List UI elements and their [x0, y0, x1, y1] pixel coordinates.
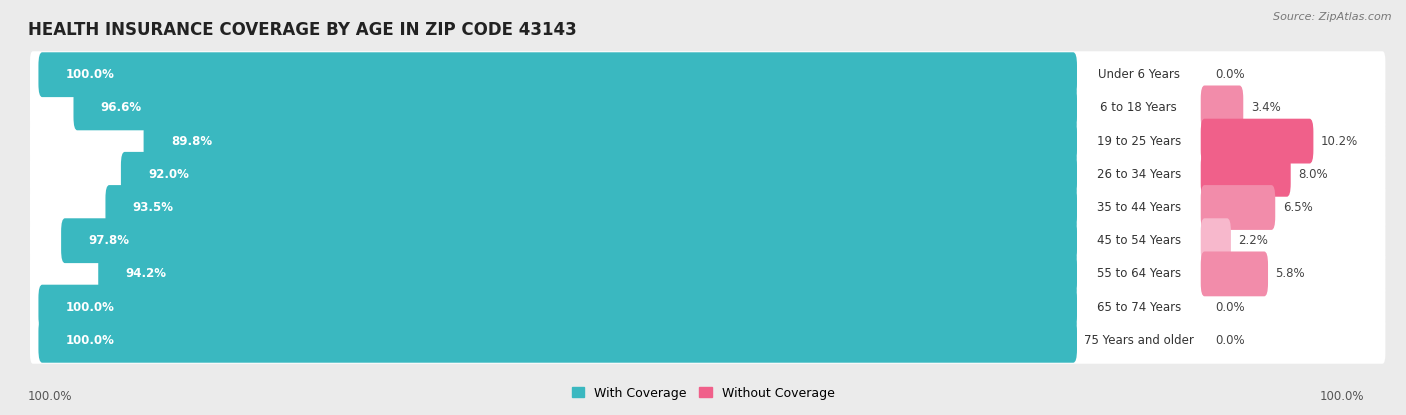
Text: 2.2%: 2.2%	[1239, 234, 1268, 247]
Text: 100.0%: 100.0%	[28, 390, 73, 403]
FancyBboxPatch shape	[1201, 152, 1291, 197]
FancyBboxPatch shape	[30, 118, 1385, 164]
Text: 26 to 34 Years: 26 to 34 Years	[1097, 168, 1181, 181]
Text: 100.0%: 100.0%	[1319, 390, 1364, 403]
Text: 3.4%: 3.4%	[1251, 101, 1281, 115]
FancyBboxPatch shape	[105, 185, 1077, 230]
Text: 0.0%: 0.0%	[1216, 300, 1246, 314]
Text: HEALTH INSURANCE COVERAGE BY AGE IN ZIP CODE 43143: HEALTH INSURANCE COVERAGE BY AGE IN ZIP …	[28, 21, 576, 39]
FancyBboxPatch shape	[30, 151, 1385, 198]
Text: 19 to 25 Years: 19 to 25 Years	[1097, 134, 1181, 148]
FancyBboxPatch shape	[60, 218, 1077, 263]
FancyBboxPatch shape	[30, 184, 1385, 231]
FancyBboxPatch shape	[30, 284, 1385, 330]
Text: 35 to 44 Years: 35 to 44 Years	[1097, 201, 1181, 214]
Text: 75 Years and older: 75 Years and older	[1084, 334, 1194, 347]
Text: 100.0%: 100.0%	[66, 300, 114, 314]
FancyBboxPatch shape	[30, 85, 1385, 131]
Text: 6 to 18 Years: 6 to 18 Years	[1101, 101, 1177, 115]
FancyBboxPatch shape	[98, 251, 1077, 296]
Text: 8.0%: 8.0%	[1298, 168, 1327, 181]
Text: 93.5%: 93.5%	[132, 201, 173, 214]
Text: 55 to 64 Years: 55 to 64 Years	[1097, 267, 1181, 281]
Text: 97.8%: 97.8%	[89, 234, 129, 247]
FancyBboxPatch shape	[73, 85, 1077, 130]
FancyBboxPatch shape	[1201, 251, 1268, 296]
FancyBboxPatch shape	[30, 317, 1385, 364]
Text: 94.2%: 94.2%	[125, 267, 166, 281]
Text: 65 to 74 Years: 65 to 74 Years	[1097, 300, 1181, 314]
FancyBboxPatch shape	[121, 152, 1077, 197]
FancyBboxPatch shape	[38, 52, 1077, 97]
FancyBboxPatch shape	[1201, 119, 1313, 164]
Text: 96.6%: 96.6%	[101, 101, 142, 115]
Legend: With Coverage, Without Coverage: With Coverage, Without Coverage	[567, 382, 839, 405]
FancyBboxPatch shape	[30, 51, 1385, 98]
FancyBboxPatch shape	[1201, 218, 1230, 263]
Text: 0.0%: 0.0%	[1216, 334, 1246, 347]
Text: 6.5%: 6.5%	[1282, 201, 1312, 214]
Text: 92.0%: 92.0%	[148, 168, 188, 181]
FancyBboxPatch shape	[1201, 185, 1275, 230]
Text: 100.0%: 100.0%	[66, 334, 114, 347]
Text: Under 6 Years: Under 6 Years	[1098, 68, 1180, 81]
Text: 45 to 54 Years: 45 to 54 Years	[1097, 234, 1181, 247]
FancyBboxPatch shape	[38, 318, 1077, 363]
Text: Source: ZipAtlas.com: Source: ZipAtlas.com	[1274, 12, 1392, 22]
FancyBboxPatch shape	[143, 119, 1077, 164]
Text: 89.8%: 89.8%	[170, 134, 212, 148]
FancyBboxPatch shape	[1201, 85, 1243, 130]
Text: 5.8%: 5.8%	[1275, 267, 1305, 281]
Text: 0.0%: 0.0%	[1216, 68, 1246, 81]
Text: 10.2%: 10.2%	[1320, 134, 1358, 148]
FancyBboxPatch shape	[30, 251, 1385, 297]
FancyBboxPatch shape	[30, 217, 1385, 264]
FancyBboxPatch shape	[38, 285, 1077, 330]
Text: 100.0%: 100.0%	[66, 68, 114, 81]
